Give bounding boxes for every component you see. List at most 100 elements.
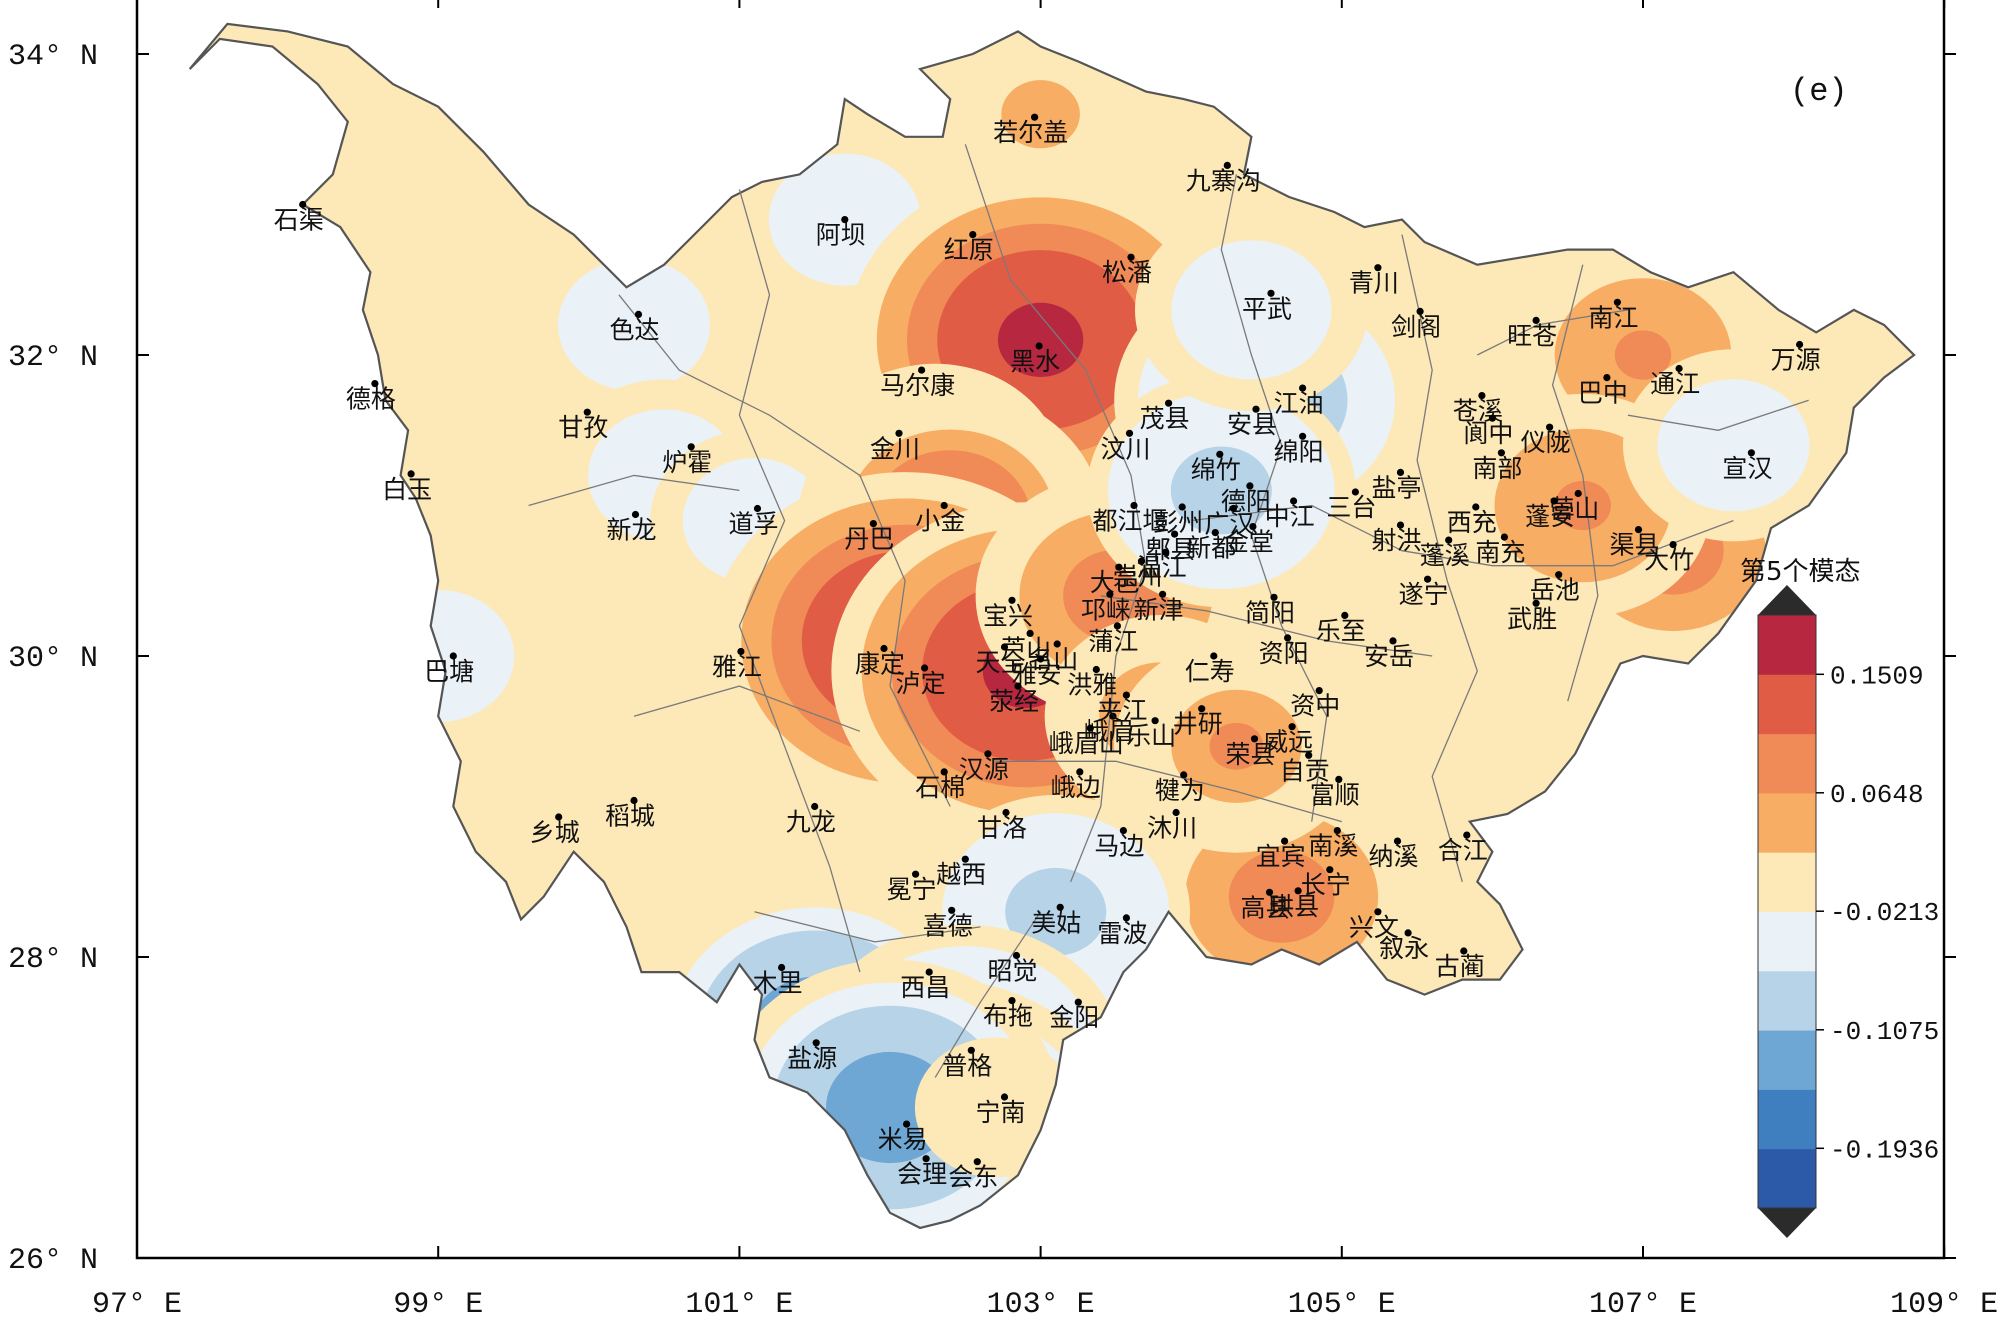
city: 红原 — [944, 231, 994, 265]
city-label: 绵阳 — [1274, 437, 1324, 466]
city-dot — [371, 380, 379, 388]
city-label: 巴塘 — [424, 657, 474, 686]
city: 井研 — [1173, 705, 1223, 739]
county-border — [633, 685, 861, 732]
city-label: 蓬溪 — [1420, 541, 1470, 570]
x-tick-label: 103° E — [987, 1288, 1095, 1322]
city-label: 名山 — [1028, 645, 1078, 674]
city-label: 阆中 — [1463, 419, 1513, 448]
city: 中江 — [1265, 497, 1315, 531]
county-border — [1401, 234, 1478, 882]
city-label: 峨眉 — [1084, 717, 1134, 746]
city-dot — [1250, 735, 1259, 743]
city-label: 温江 — [1137, 553, 1187, 582]
x-tick-label: 105° E — [1288, 1288, 1396, 1322]
colorbar-segment — [1758, 615, 1816, 675]
city-label: 色达 — [609, 315, 659, 344]
city-label: 乐山 — [1126, 722, 1176, 751]
city-dot — [1165, 399, 1173, 407]
city-label: 绵竹 — [1191, 455, 1241, 484]
city: 白玉 — [382, 470, 432, 504]
city-label: 宁南 — [975, 1098, 1025, 1127]
city: 甘洛 — [977, 808, 1027, 843]
city-dot — [1445, 536, 1453, 544]
city-dot — [583, 408, 591, 416]
city: 荥经 — [989, 682, 1039, 716]
city-label: 盐源 — [787, 1044, 837, 1073]
city-dot — [449, 652, 457, 660]
city-label: 沐川 — [1147, 814, 1197, 843]
city: 绵竹 — [1191, 450, 1241, 484]
province-outline — [188, 22, 1916, 1230]
city-label: 万源 — [1771, 346, 1821, 375]
colorbar-tick-label: -0.0213 — [1830, 898, 1939, 928]
city: 德格 — [346, 380, 396, 414]
city-label: 金堂 — [1224, 528, 1274, 557]
colorbar-segments — [1757, 585, 1817, 1238]
city-dot — [1270, 593, 1278, 601]
city-dot — [1115, 563, 1123, 571]
city-dot — [1246, 482, 1254, 490]
city: 盐亭 — [1371, 468, 1422, 502]
county-border — [1191, 504, 1734, 567]
colorbar-tick-label: -0.1936 — [1830, 1135, 1939, 1165]
city-label: 荥经 — [989, 687, 1039, 716]
city-dot — [1026, 629, 1034, 638]
county-border — [528, 474, 740, 507]
city: 郫县 — [1146, 530, 1196, 564]
city: 仁寿 — [1185, 652, 1235, 686]
city-label: 资阳 — [1259, 639, 1309, 668]
city: 三台 — [1326, 488, 1376, 522]
city-label: 茂县 — [1140, 404, 1190, 433]
city: 绵阳 — [1274, 432, 1324, 466]
city-dot — [1351, 488, 1359, 496]
city-dot — [1229, 504, 1237, 513]
city-label: 米易 — [878, 1125, 928, 1154]
city: 峨眉山 — [1049, 724, 1124, 758]
city-dot — [1125, 429, 1134, 437]
city-label: 夹江 — [1097, 696, 1147, 725]
city-label: 资中 — [1290, 692, 1340, 721]
county-border — [1627, 399, 1809, 431]
city: 安岳 — [1364, 637, 1414, 671]
city: 宝兴 — [983, 596, 1033, 630]
city-label: 马尔康 — [880, 371, 955, 400]
city-dot — [1086, 724, 1094, 732]
city-dot — [1546, 423, 1554, 431]
city-dot — [1574, 489, 1582, 498]
anomaly-blob — [997, 302, 1084, 377]
city: 丹巴 — [844, 520, 894, 554]
city-dot — [1211, 529, 1219, 537]
city: 岳池 — [1530, 571, 1580, 605]
city-label: 珙县 — [1269, 892, 1319, 921]
y-tick-label: 28° N — [8, 943, 98, 977]
city-dot — [1416, 307, 1424, 315]
panel-label: (e) — [1790, 73, 1848, 110]
city-dot — [1404, 929, 1412, 937]
city-dot — [940, 501, 948, 510]
city-dot — [1393, 837, 1402, 845]
city: 乐山 — [1126, 717, 1176, 751]
city: 威远 — [1263, 723, 1313, 757]
city-dot — [1223, 161, 1231, 169]
city-dot — [1008, 596, 1016, 604]
city-dot — [1326, 866, 1334, 874]
city-label: 乐至 — [1316, 616, 1366, 645]
city-label: 峨眉山 — [1049, 729, 1124, 758]
city-dot — [1478, 392, 1486, 400]
city-dot — [1137, 557, 1146, 565]
city-label: 若尔盖 — [993, 118, 1068, 147]
city-dot — [1162, 548, 1170, 556]
city-dot — [1532, 316, 1540, 324]
city: 稻城 — [605, 796, 655, 831]
city-label: 甘洛 — [977, 814, 1027, 843]
city-dot — [1341, 611, 1349, 620]
city: 汉源 — [959, 750, 1009, 784]
city: 洪雅 — [1067, 665, 1117, 700]
city-dot — [1675, 364, 1683, 373]
city-dot — [1002, 808, 1010, 817]
y-tick-label: 30° N — [8, 642, 98, 676]
city-label: 自贡 — [1280, 756, 1330, 785]
city: 盐源 — [787, 1039, 837, 1073]
